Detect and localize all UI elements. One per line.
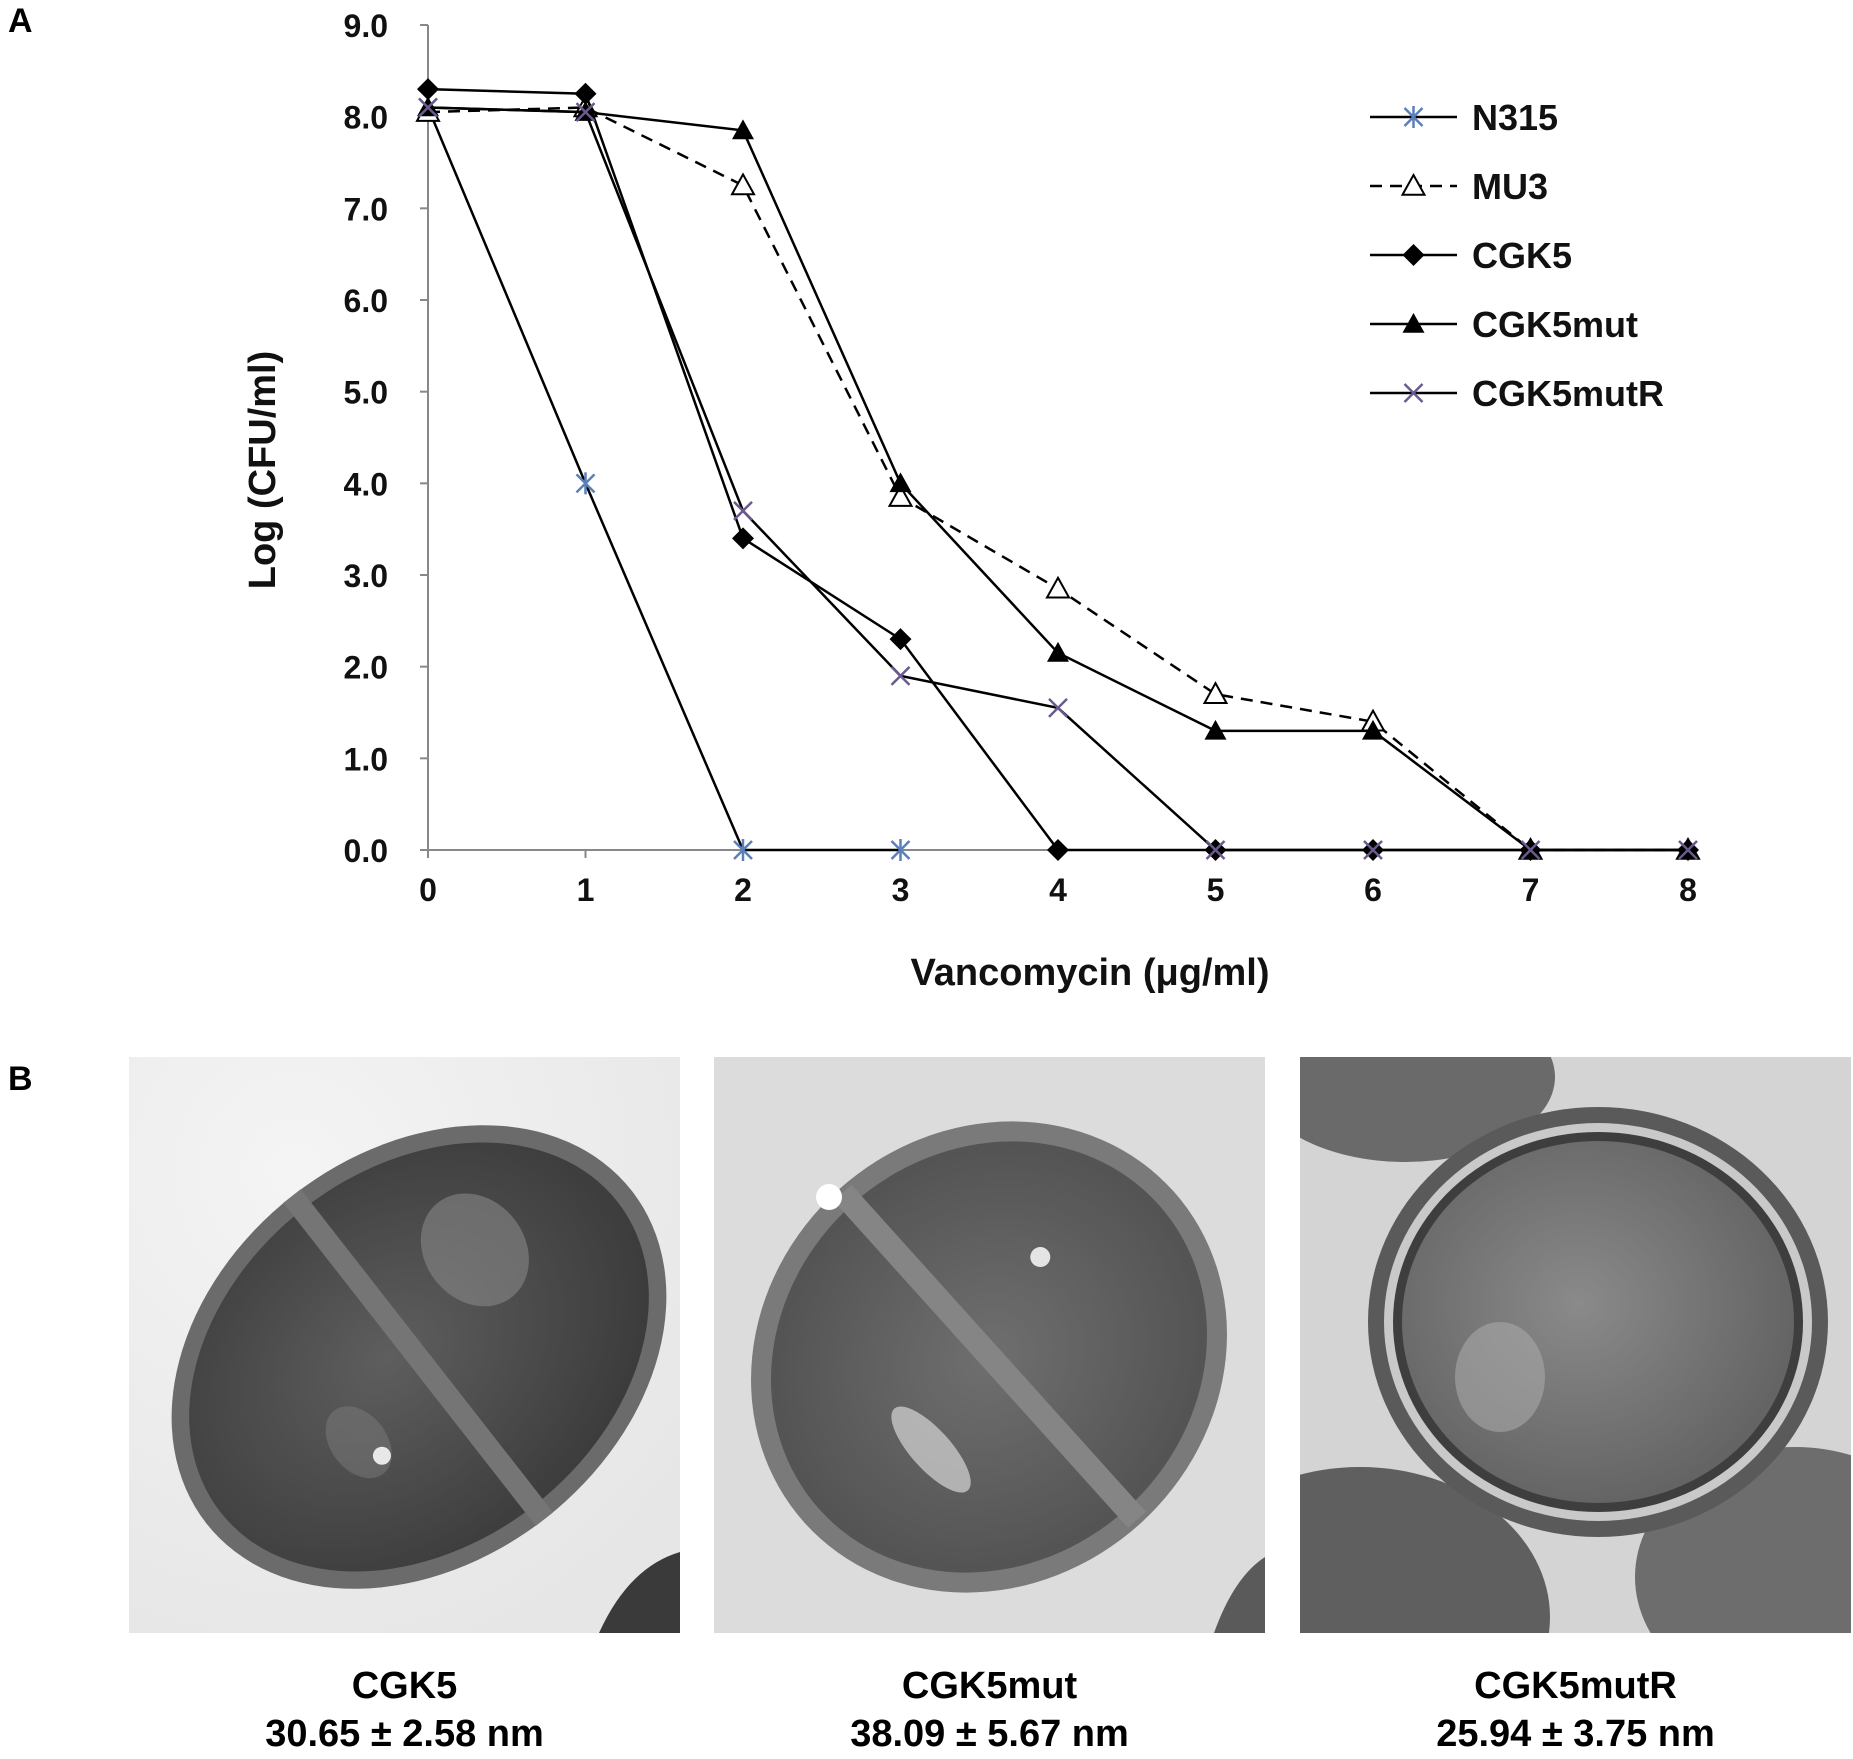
y-tick-label: 5.0 xyxy=(344,375,388,411)
legend-marker-cgk5 xyxy=(1402,244,1425,266)
legend-label-cgk5mut: CGK5mut xyxy=(1472,304,1638,345)
y-tick-label: 0.0 xyxy=(344,833,388,869)
data-point-n315 xyxy=(733,839,753,861)
legend-label-mu3: MU3 xyxy=(1472,166,1548,207)
legend-label-n315: N315 xyxy=(1472,97,1558,138)
y-tick-label: 3.0 xyxy=(344,558,388,594)
data-point-mu3 xyxy=(1045,575,1071,599)
data-point-cgk5 xyxy=(1047,839,1069,861)
data-point-cgk5mutr xyxy=(1678,840,1698,860)
x-tick-label: 5 xyxy=(1207,872,1225,908)
series-line-mu3 xyxy=(427,106,1688,852)
y-axis-title: Log (CFU/ml) xyxy=(242,351,284,590)
x-tick-label: 4 xyxy=(1049,872,1067,908)
data-point-n315 xyxy=(890,839,911,861)
panel-a-label: A xyxy=(8,2,33,40)
x-tick-label: 7 xyxy=(1522,872,1540,908)
series-line-n315 xyxy=(426,107,901,852)
caption-cgk5mut: CGK5mut 38.09 ± 5.67 nm xyxy=(714,1662,1265,1758)
y-tick-label: 2.0 xyxy=(344,650,388,686)
x-axis-title: Vancomycin (μg/ml) xyxy=(911,952,1270,994)
data-point-n315 xyxy=(575,472,596,495)
x-tick-label: 3 xyxy=(892,872,910,908)
legend-label-cgk5mutr: CGK5mutR xyxy=(1472,373,1664,414)
data-point-cgk5mut xyxy=(1362,719,1384,740)
data-point-cgk5mutr xyxy=(1520,840,1541,860)
caption-cgk5mutr-label: CGK5mutR xyxy=(1474,1665,1677,1707)
y-tick-label: 1.0 xyxy=(344,741,388,777)
caption-cgk5mut-measure: 38.09 ± 5.67 nm xyxy=(850,1713,1129,1755)
data-point-cgk5 xyxy=(732,527,754,550)
caption-cgk5mut-label: CGK5mut xyxy=(901,1665,1078,1707)
y-tick-label: 9.0 xyxy=(344,8,388,44)
data-point-cgk5mutr xyxy=(1363,840,1383,860)
data-point-cgk5 xyxy=(417,78,439,101)
data-point-cgk5mutr xyxy=(733,500,753,521)
legend-marker-cgk5mut xyxy=(1402,313,1425,333)
y-tick-label: 7.0 xyxy=(344,191,388,227)
data-point-cgk5mut xyxy=(732,119,754,140)
data-point-cgk5 xyxy=(574,82,597,105)
y-tick-label: 4.0 xyxy=(344,466,388,502)
data-point-mu3 xyxy=(887,484,914,507)
data-point-cgk5mutr xyxy=(418,97,438,118)
y-tick-label: 8.0 xyxy=(344,100,388,136)
x-tick-label: 1 xyxy=(577,872,595,908)
survival-line-chart: 0.01.02.03.04.05.06.07.08.09.00 1 2 3 4 5 6 7 8 … xyxy=(242,8,1701,994)
caption-cgk5-measure: 30.65 ± 2.58 nm xyxy=(265,1713,544,1755)
caption-cgk5mutr: CGK5mutR 25.94 ± 3.75 nm xyxy=(1300,1662,1851,1758)
y-tick-label: 6.0 xyxy=(344,283,388,319)
data-point-cgk5mut xyxy=(1047,641,1069,662)
caption-cgk5mutr-measure: 25.94 ± 3.75 nm xyxy=(1436,1713,1715,1755)
data-point-cgk5mutr xyxy=(575,102,596,122)
data-point-cgk5mut xyxy=(889,472,912,493)
panel-b-label: B xyxy=(8,1060,33,1098)
legend-marker-mu3 xyxy=(1400,172,1427,196)
data-point-cgk5mutr xyxy=(890,665,911,686)
data-point-mu3 xyxy=(1202,681,1229,704)
tem-image-cgk5 xyxy=(129,1057,680,1633)
tem-image-cgk5mutr xyxy=(1300,1057,1851,1633)
x-tick-label: 6 xyxy=(1364,872,1382,908)
caption-cgk5-label: CGK5 xyxy=(351,1665,458,1707)
data-point-cgk5mut xyxy=(1204,719,1227,740)
x-tick-label: 8 xyxy=(1679,872,1697,908)
series-line-cgk5mutr xyxy=(427,106,1688,852)
caption-cgk5: CGK5 30.65 ± 2.58 nm xyxy=(129,1662,680,1758)
data-point-cgk5mutr xyxy=(1048,698,1068,718)
legend-label-cgk5: CGK5 xyxy=(1472,235,1572,276)
legend-marker-cgk5mutr xyxy=(1403,383,1424,403)
x-tick-label: 0 xyxy=(419,872,437,908)
data-point-cgk5 xyxy=(889,628,912,651)
series-line-cgk5mut xyxy=(427,106,1688,852)
x-tick-label: 2 xyxy=(734,872,752,908)
legend-marker-n315 xyxy=(1403,106,1424,128)
data-point-mu3 xyxy=(730,172,756,196)
tem-image-cgk5mut xyxy=(714,1057,1265,1633)
data-point-cgk5mutr xyxy=(1205,840,1226,860)
